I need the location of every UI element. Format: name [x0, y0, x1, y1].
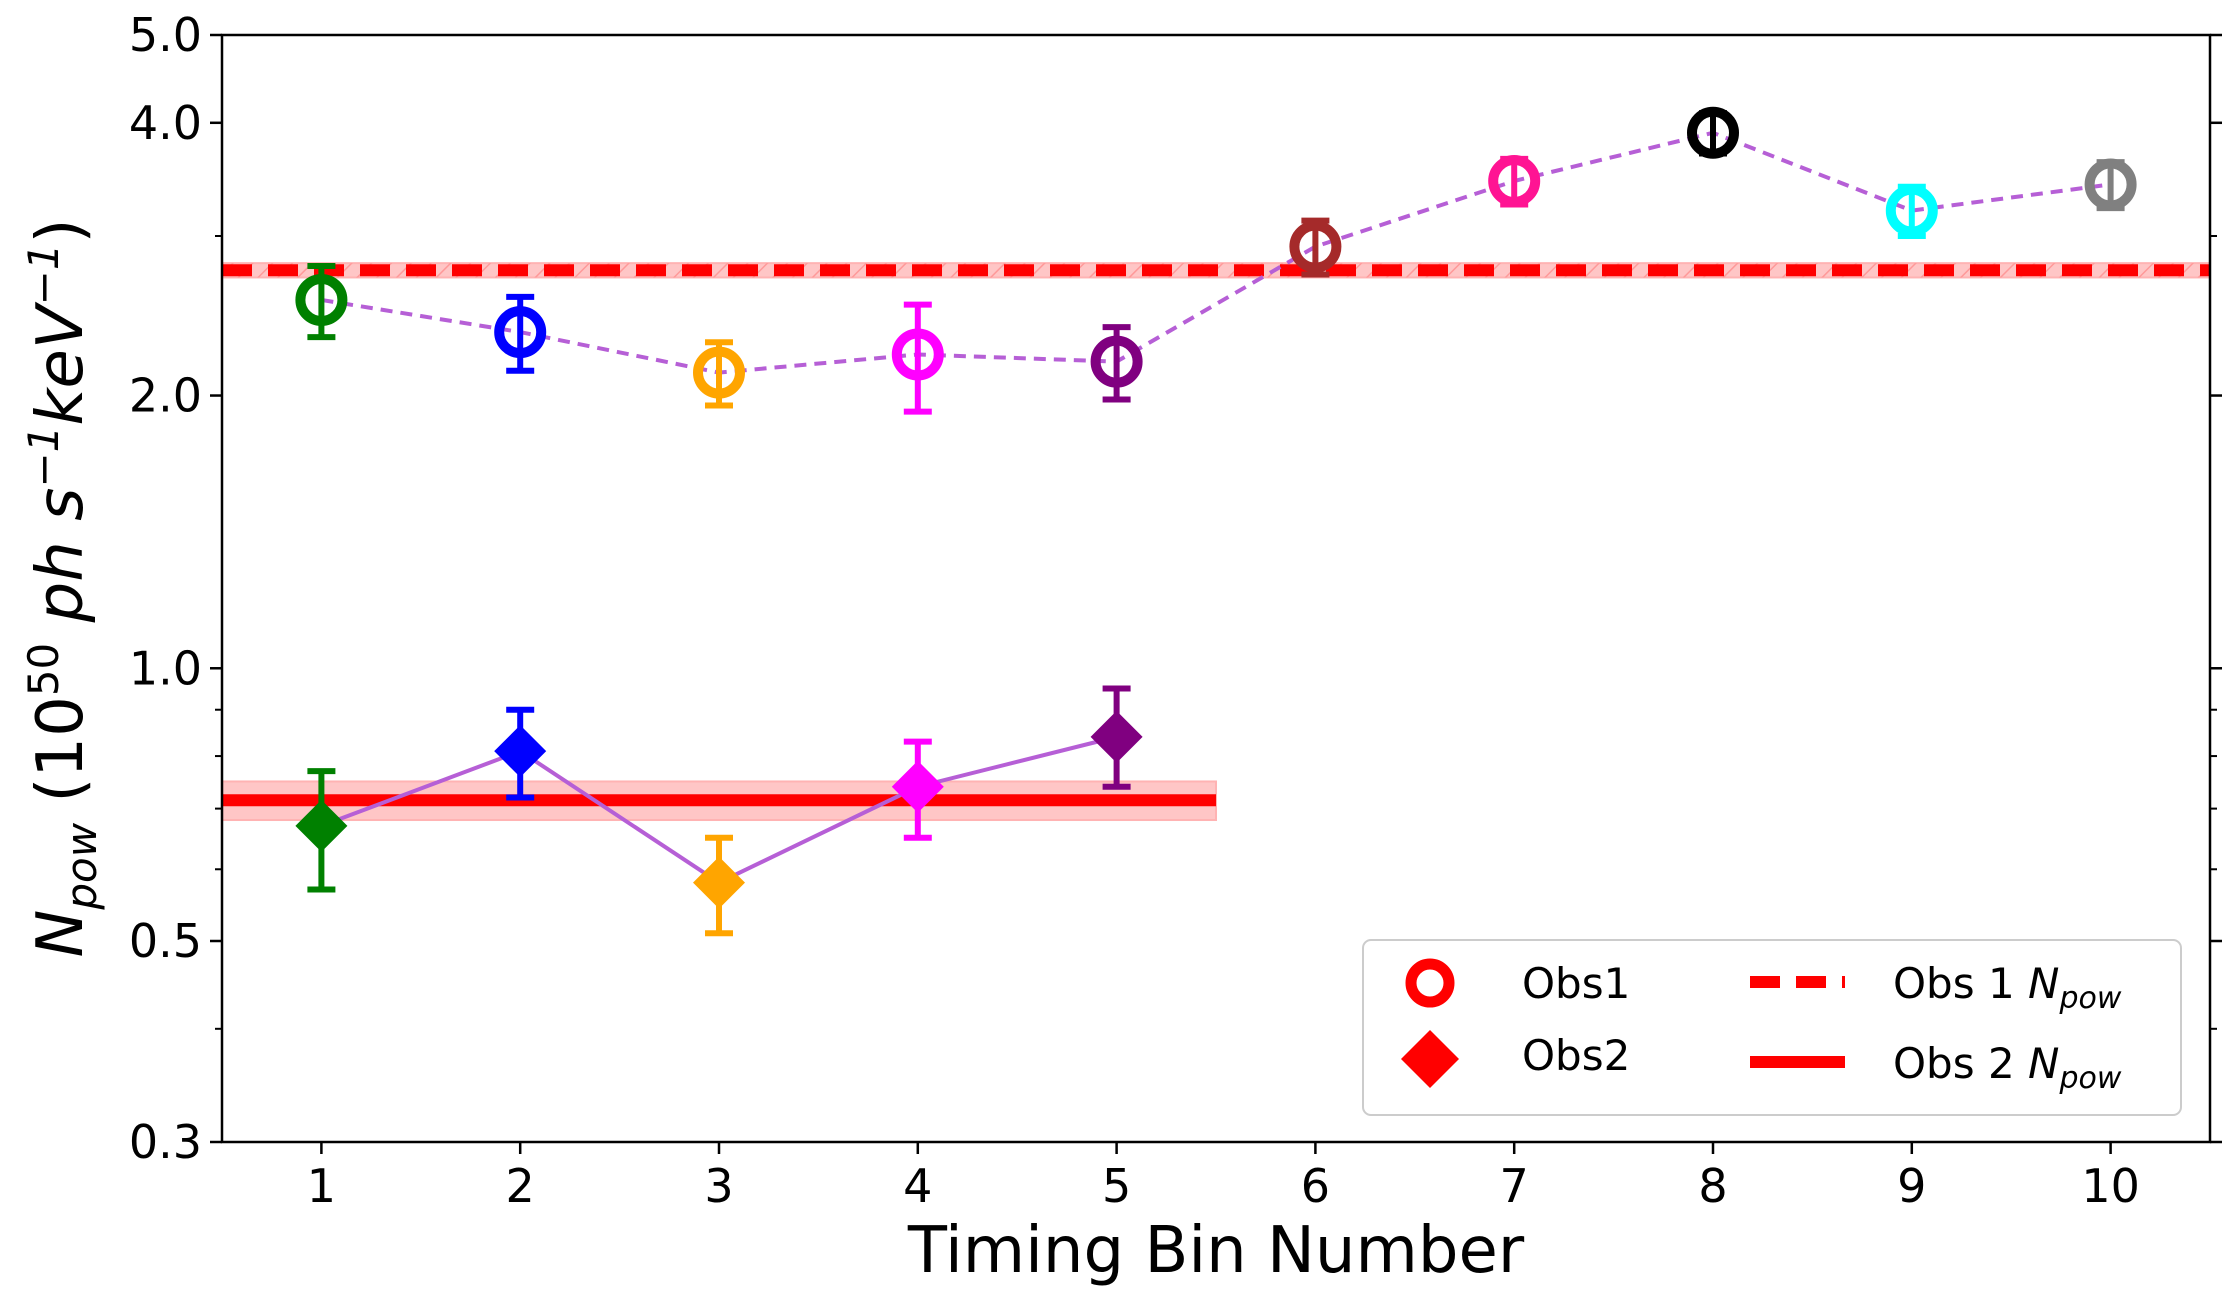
y-tick-label-0.5: 0.5 [129, 914, 202, 968]
y-axis-symbol-sub: pow [57, 822, 106, 910]
data-markers [295, 106, 2137, 909]
legend-obs1-npow-label: Obs 1 Npow [1893, 959, 2122, 1016]
obs1-point-7 [1488, 155, 1541, 208]
obs1-point-8 [1687, 106, 1739, 159]
obs1-point-6 [1289, 220, 1342, 273]
y-axis-unit-close: ) [24, 218, 98, 243]
x-tick-label-10: 10 [2081, 1159, 2140, 1213]
legend-obs2-label: Obs2 [1522, 1031, 1630, 1080]
y-axis-symbol: N [24, 910, 98, 958]
y-axis-unit-prefix: (10 [24, 696, 98, 823]
legend-obs2-npow-prefix: Obs 2 [1893, 1039, 2028, 1088]
legend-obs1-npow-prefix: Obs 1 [1893, 959, 2028, 1008]
legend-obs1-marker [1405, 958, 1455, 1008]
obs1-point-3 [693, 346, 745, 399]
obs2-point-5 [1090, 710, 1143, 763]
y-axis-title: Npow (1050 ph s−1keV−1) [19, 218, 106, 957]
legend-box [1362, 939, 2182, 1116]
x-tick-label-6: 6 [1301, 1159, 1330, 1213]
x-tick-label-2: 2 [506, 1159, 535, 1213]
y-axis-unit-s-exp: −1 [19, 426, 68, 488]
obs1-point-5 [1090, 335, 1143, 388]
legend-obs2-npow-sub: pow [2058, 1061, 2121, 1096]
obs2-point-1 [295, 799, 348, 852]
plot-frame [220, 33, 2212, 1144]
y-axis-unit-kev-exp: −1 [19, 243, 68, 305]
axes: 1 2 3 4 5 6 7 8 9 10 0.3 0.5 1.0 2.0 4.0 5.0 [129, 8, 2222, 1213]
obs1-point-9 [1885, 184, 1938, 237]
x-tick-label-1: 1 [307, 1159, 336, 1213]
obs1-point-1 [295, 273, 348, 326]
obs2-point-3 [693, 856, 745, 909]
obs1-point-10 [2084, 158, 2137, 211]
legend-obs1-npow-sub: pow [2058, 981, 2121, 1016]
obs2-point-4 [891, 760, 944, 813]
obs1-point-4 [891, 328, 944, 381]
y-tick-label-5: 5.0 [129, 8, 202, 62]
x-tick-label-7: 7 [1500, 1159, 1529, 1213]
y-axis-unit-ph: ph s [24, 488, 98, 643]
obs2-point-2 [494, 725, 547, 778]
legend-obs2-npow-symbol: N [2028, 1039, 2059, 1088]
x-tick-label-9: 9 [1897, 1159, 1926, 1213]
legend-obs1-label: Obs1 [1522, 959, 1630, 1008]
y-axis-unit-kev: keV [24, 301, 98, 425]
obs1-point-2 [494, 306, 547, 359]
y-axis-unit-exp: 50 [19, 643, 68, 696]
legend: Obs1 Obs2 Obs 1 Npow Obs 2 Npow [1362, 939, 2182, 1116]
legend-obs1-npow-symbol: N [2028, 959, 2059, 1008]
legend-obs2-marker [1401, 1030, 1459, 1088]
x-tick-label-5: 5 [1102, 1159, 1131, 1213]
y-tick-label-4: 4.0 [129, 96, 202, 150]
x-tick-label-8: 8 [1698, 1159, 1727, 1213]
x-tick-label-3: 3 [704, 1159, 733, 1213]
x-tick-label-4: 4 [903, 1159, 932, 1213]
legend-obs2-npow-label: Obs 2 Npow [1893, 1039, 2122, 1096]
obs1-connector [321, 130, 2111, 375]
x-axis-title: Timing Bin Number [907, 1214, 1525, 1288]
y-tick-label-2: 2.0 [129, 369, 202, 423]
y-tick-label-0.3: 0.3 [129, 1115, 202, 1169]
y-tick-label-1: 1.0 [129, 641, 202, 695]
